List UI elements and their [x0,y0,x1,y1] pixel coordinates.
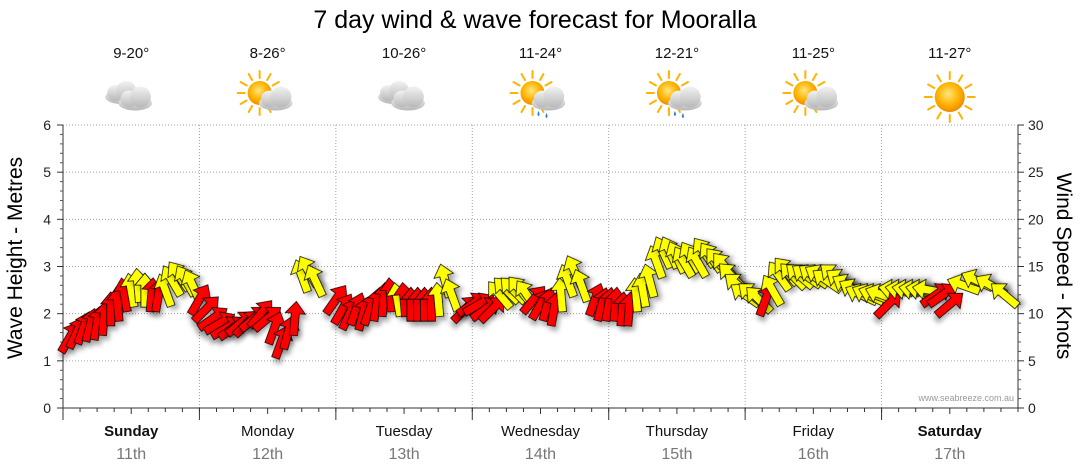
temp-range: 12-21° [655,45,699,62]
chart-title: 7 day wind & wave forecast for Mooralla [313,6,756,34]
day-label: Monday [241,423,295,440]
left-axis-title: Wave Height - Metres [4,157,27,359]
temp-range: 10-26° [382,45,426,62]
temp-range: 8-26° [250,45,286,62]
temp-range: 11-27° [928,45,971,62]
right-tick-label: 0 [1028,400,1036,416]
cloud-icon [804,86,839,111]
weather-icon [923,71,976,123]
rain-icon [537,111,548,118]
wind-arrow-offshore [933,292,964,319]
date-label: 17th [934,446,965,463]
day-label: Wednesday [501,423,580,440]
watermark: www.seabreeze.com.au [917,393,1014,403]
cloud-icon [258,86,293,111]
right-axis-title: Wind Speed - Knots [1052,173,1075,360]
wind-arrow-onshore [569,268,592,304]
cloud-icon [531,86,566,111]
left-tick-label: 3 [43,259,51,275]
wind-arrow-offshore [284,300,307,337]
weather-icon [782,70,839,116]
cloud-icon [118,86,153,111]
rain-icon [673,111,684,118]
date-label: 16th [798,446,829,463]
weather-icon [236,70,293,116]
weather-icon [509,70,566,118]
weather-icon [378,81,425,111]
temp-range: 9-20° [113,45,149,62]
left-tick-label: 5 [43,164,51,180]
date-label: 11th [116,446,146,463]
left-tick-label: 4 [43,211,51,227]
day-label: Sunday [104,423,159,440]
left-tick-label: 2 [43,306,51,322]
wind-arrow-onshore [990,283,1021,310]
day-label: Saturday [918,423,983,440]
date-label: 12th [252,446,283,463]
right-tick-label: 30 [1028,117,1044,133]
right-tick-label: 15 [1028,259,1044,275]
right-tick-label: 5 [1028,353,1036,369]
cloud-icon [668,86,702,111]
date-label: 13th [389,446,420,463]
left-tick-label: 0 [43,400,51,416]
right-tick-label: 25 [1028,164,1044,180]
wind-arrow-offshore [477,296,506,325]
day-label: Friday [793,423,835,440]
left-tick-label: 1 [43,353,51,369]
date-label: 14th [525,446,556,463]
temp-range: 11-25° [792,45,835,62]
sun-icon [923,71,976,123]
left-tick-label: 6 [43,117,51,133]
right-tick-label: 20 [1028,211,1044,227]
weather-icon [105,81,153,111]
day-label: Tuesday [376,423,433,440]
date-label: 15th [661,446,692,463]
temp-range: 11-24° [519,45,562,62]
right-tick-label: 10 [1028,306,1044,322]
cloud-icon [391,86,425,111]
wind-arrow-onshore [946,273,982,296]
wind-arrow-onshore [303,264,327,299]
weather-icon [645,70,702,118]
day-label: Thursday [646,423,709,440]
